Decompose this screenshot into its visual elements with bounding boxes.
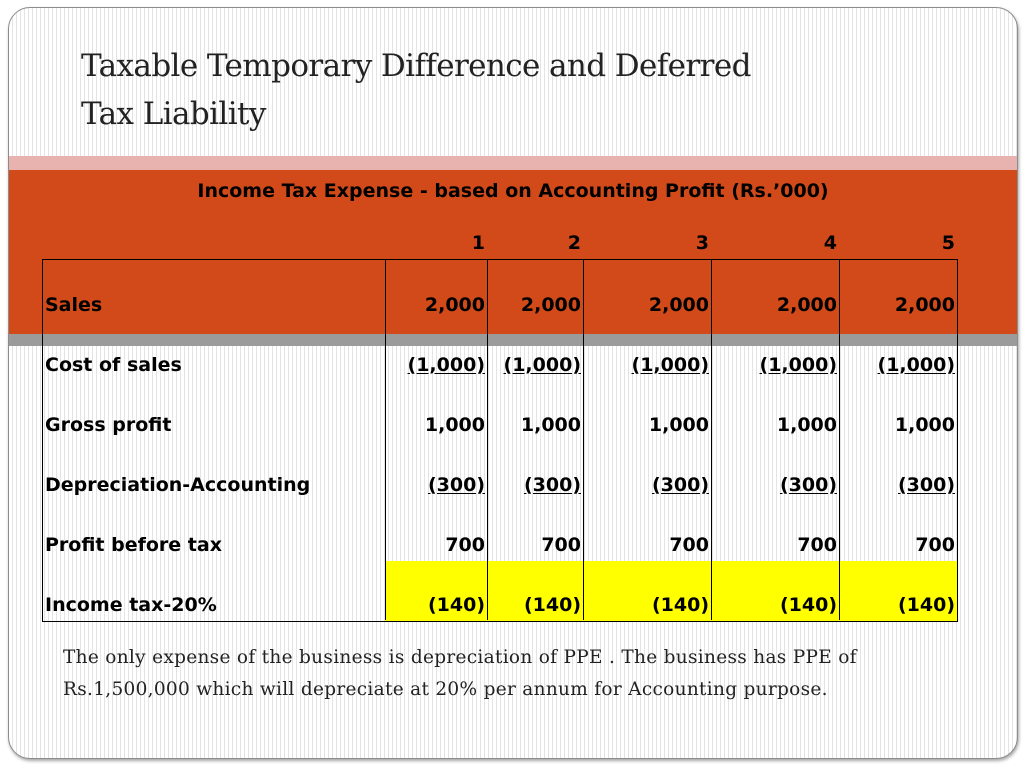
- cell-value: (300): [897, 474, 955, 496]
- cell-value: 2,000: [894, 294, 955, 316]
- cell-value: (140): [427, 594, 485, 616]
- cell-value: (1,000): [877, 354, 955, 376]
- cell-value: (1,000): [503, 354, 581, 376]
- cell-value: 2,000: [520, 294, 581, 316]
- row-label: Sales: [45, 294, 103, 316]
- column-divider: [487, 259, 488, 620]
- cell-value: (1,000): [407, 354, 485, 376]
- cell-value: (140): [523, 594, 581, 616]
- cell-value: 1,000: [776, 414, 837, 436]
- year-header-3: 3: [695, 232, 709, 254]
- slide: Taxable Temporary Difference and Deferre…: [8, 7, 1018, 759]
- year-header-2: 2: [567, 232, 581, 254]
- cell-value: 700: [915, 534, 955, 556]
- row-label: Income tax-20%: [45, 594, 217, 616]
- year-header-1: 1: [471, 232, 485, 254]
- year-header-4: 4: [823, 232, 837, 254]
- cell-value: 1,000: [424, 414, 485, 436]
- accent-stripe-gray: [9, 334, 1017, 346]
- cell-value: 700: [445, 534, 485, 556]
- year-header-5: 5: [941, 232, 955, 254]
- cell-value: 2,000: [648, 294, 709, 316]
- table-border: [42, 259, 958, 622]
- slide-title-line-2: Tax Liability: [81, 96, 266, 132]
- cell-value: (1,000): [759, 354, 837, 376]
- cell-value: (140): [897, 594, 955, 616]
- cell-value: (300): [651, 474, 709, 496]
- cell-value: 1,000: [648, 414, 709, 436]
- cell-value: 2,000: [776, 294, 837, 316]
- cell-value: (140): [779, 594, 837, 616]
- slide-title-line-1: Taxable Temporary Difference and Deferre…: [81, 48, 751, 84]
- cell-value: (140): [651, 594, 709, 616]
- cell-value: 1,000: [520, 414, 581, 436]
- row-label: Profit before tax: [45, 534, 222, 556]
- column-divider: [711, 259, 712, 620]
- table-heading: Income Tax Expense - based on Accounting…: [197, 180, 829, 202]
- cell-value: 700: [797, 534, 837, 556]
- explanatory-note: The only expense of the business is depr…: [63, 647, 857, 700]
- cell-value: (300): [523, 474, 581, 496]
- cell-value: (1,000): [631, 354, 709, 376]
- cell-value: (300): [427, 474, 485, 496]
- cell-value: 700: [541, 534, 581, 556]
- income-tax-highlight: [385, 561, 957, 621]
- header-band: [9, 170, 1017, 334]
- row-label: Gross profit: [45, 414, 172, 436]
- cell-value: (300): [779, 474, 837, 496]
- cell-value: 700: [669, 534, 709, 556]
- row-label: Depreciation-Accounting: [45, 474, 311, 496]
- cell-value: 2,000: [424, 294, 485, 316]
- cell-value: 1,000: [894, 414, 955, 436]
- column-divider: [385, 259, 386, 620]
- column-divider: [583, 259, 584, 620]
- slide-title: Taxable Temporary Difference and Deferre…: [81, 42, 901, 138]
- row-label: Cost of sales: [45, 354, 182, 376]
- accent-stripe-pink: [9, 156, 1017, 170]
- column-divider: [839, 259, 840, 620]
